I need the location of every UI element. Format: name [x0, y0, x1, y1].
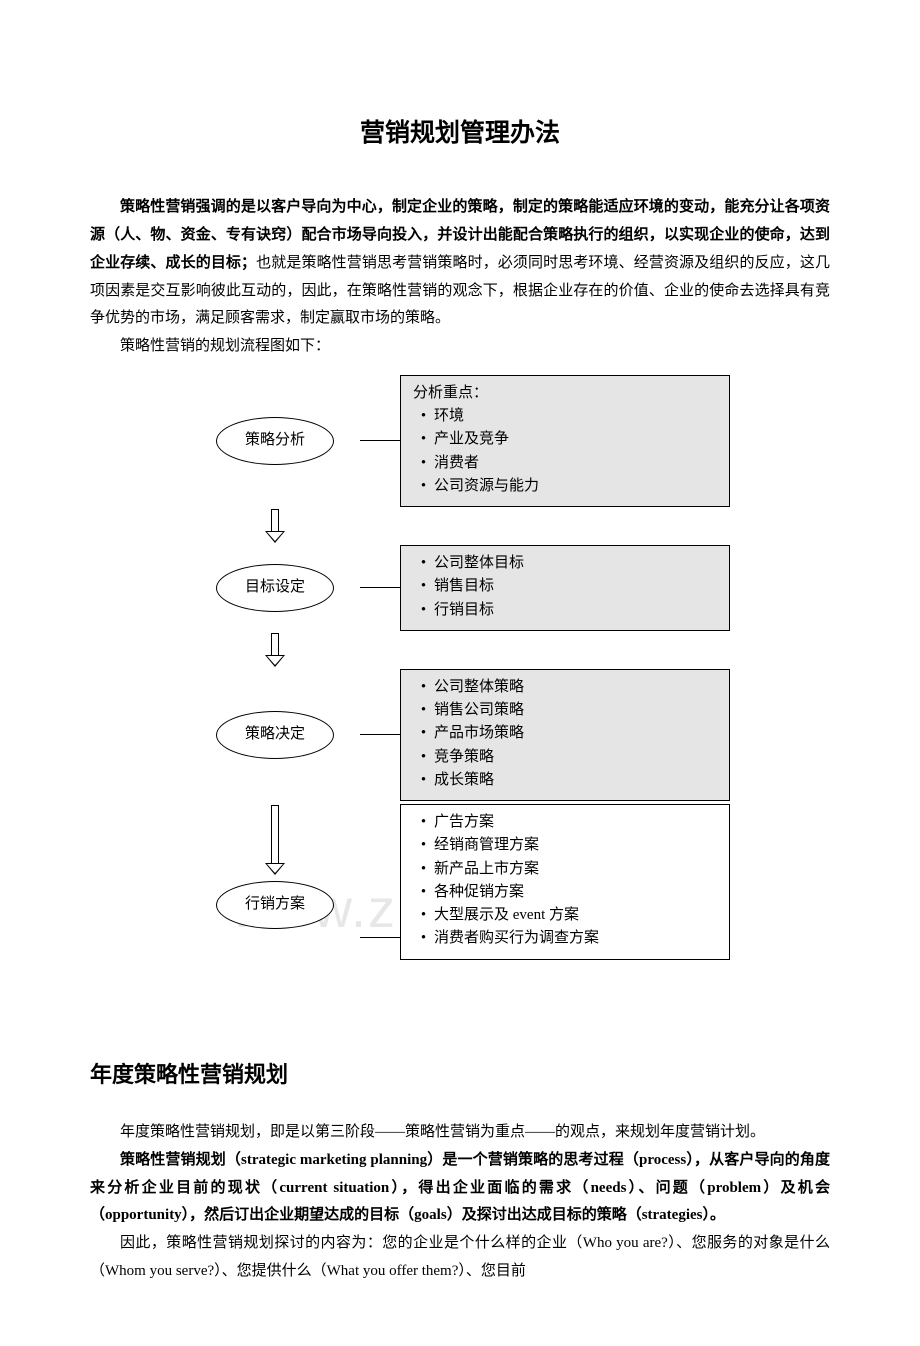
section2-p1: 年度策略性营销规划，即是以第三阶段——策略性营销为重点——的观点，来规划年度营销…	[90, 1119, 830, 1147]
section2-p2-bold: 策略性营销规划（strategic marketing planning）是一个…	[90, 1147, 830, 1230]
list-item: 新产品上市方案	[413, 858, 717, 881]
flowchart: 策略分析 分析重点： 环境 产业及竞争 消费者 公司资源与能力	[190, 375, 730, 960]
connector-line	[360, 801, 400, 960]
flow-detail-1: 分析重点： 环境 产业及竞争 消费者 公司资源与能力	[400, 375, 730, 507]
intro-paragraph-1: 策略性营销强调的是以客户导向为中心，制定企业的策略，制定的策略能适应环境的变动，…	[90, 194, 830, 333]
list-item: 公司资源与能力	[413, 475, 717, 498]
flow-detail-3-list: 公司整体策略 销售公司策略 产品市场策略 竞争策略 成长策略	[413, 676, 717, 792]
section2-p3: 因此，策略性营销规划探讨的内容为：您的企业是个什么样的企业（Who you ar…	[90, 1230, 830, 1286]
list-item: 竞争策略	[413, 746, 717, 769]
list-item: 消费者	[413, 452, 717, 475]
list-item: 行销目标	[413, 599, 717, 622]
list-item: 产业及竞争	[413, 428, 717, 451]
list-item: 经销商管理方案	[413, 834, 717, 857]
flow-detail-1-title: 分析重点：	[413, 382, 717, 405]
list-item: 公司整体目标	[413, 552, 717, 575]
connector-line	[360, 669, 400, 801]
page-title: 营销规划管理办法	[90, 110, 830, 156]
list-item: 各种促销方案	[413, 881, 717, 904]
flow-arrow-row-1	[190, 507, 730, 545]
flow-node-strategy: 策略决定	[216, 711, 334, 759]
flow-detail-4: 广告方案 经销商管理方案 新产品上市方案 各种促销方案 大型展示及 event …	[400, 804, 730, 960]
flow-row-3: 策略决定 公司整体策略 销售公司策略 产品市场策略 竞争策略 成长策略	[190, 669, 730, 801]
flow-node-analysis: 策略分析	[216, 417, 334, 465]
flow-row-2: 目标设定 公司整体目标 销售目标 行销目标	[190, 545, 730, 631]
list-item: 广告方案	[413, 811, 717, 834]
flow-detail-1-list: 环境 产业及竞争 消费者 公司资源与能力	[413, 405, 717, 498]
list-item: 销售目标	[413, 575, 717, 598]
list-item: 大型展示及 event 方案	[413, 904, 717, 927]
flow-detail-4-list: 广告方案 经销商管理方案 新产品上市方案 各种促销方案 大型展示及 event …	[413, 811, 717, 951]
flow-row-4: 行销方案 广告方案 经销商管理方案 新产品上市方案 各种促销方案 大型展示及 e…	[190, 801, 730, 960]
list-item: 消费者购买行为调查方案	[413, 927, 717, 950]
arrow-down-icon	[265, 633, 285, 667]
list-item: 公司整体策略	[413, 676, 717, 699]
list-item: 成长策略	[413, 769, 717, 792]
flow-row-1: 策略分析 分析重点： 环境 产业及竞争 消费者 公司资源与能力	[190, 375, 730, 507]
flow-arrow-row-2	[190, 631, 730, 669]
section-heading-annual: 年度策略性营销规划	[90, 1055, 830, 1096]
list-item: 环境	[413, 405, 717, 428]
connector-line	[360, 545, 400, 631]
flow-node-goal: 目标设定	[216, 564, 334, 612]
intro-paragraph-2: 策略性营销的规划流程图如下：	[90, 333, 830, 361]
arrow-down-icon	[265, 509, 285, 543]
flow-detail-2-list: 公司整体目标 销售目标 行销目标	[413, 552, 717, 622]
connector-line	[360, 375, 400, 507]
arrow-down-icon	[265, 805, 285, 875]
flow-detail-3: 公司整体策略 销售公司策略 产品市场策略 竞争策略 成长策略	[400, 669, 730, 801]
list-item: 销售公司策略	[413, 699, 717, 722]
flow-detail-2: 公司整体目标 销售目标 行销目标	[400, 545, 730, 631]
flow-node-plan: 行销方案	[216, 881, 334, 929]
list-item: 产品市场策略	[413, 722, 717, 745]
